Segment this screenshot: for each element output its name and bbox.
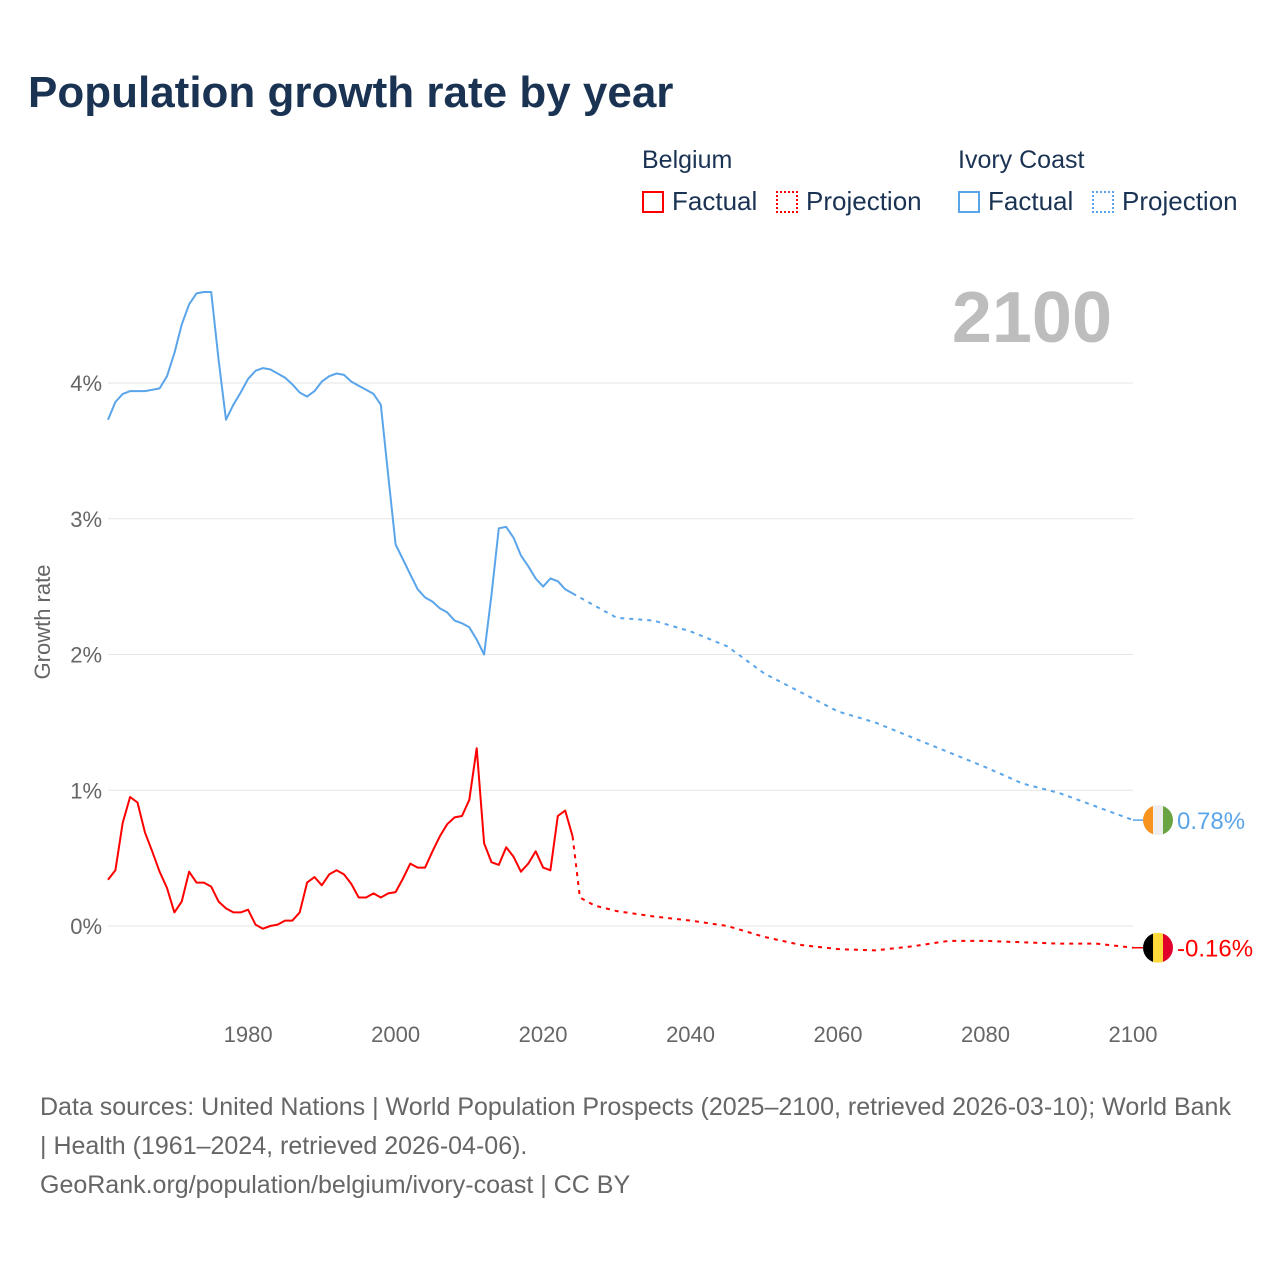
flag-ivory-coast-icon [1143, 805, 1154, 836]
flag-ivory-coast-icon [1153, 805, 1164, 836]
y-tick-label: 1% [70, 778, 102, 803]
chart-title: Population growth rate by year [28, 68, 674, 117]
x-tick-label: 2100 [1109, 1022, 1158, 1047]
legend-label: Projection [806, 186, 922, 216]
x-tick-label: 2000 [371, 1022, 420, 1047]
legend-label: Projection [1122, 186, 1238, 216]
line-ivory-coast-factual [107, 291, 574, 656]
legend-belgium-projection[interactable]: Projection [776, 186, 922, 217]
data-sources: Data sources: United Nations | World Pop… [40, 1093, 1231, 1160]
x-tick-label: 2020 [519, 1022, 568, 1047]
y-axis-label: Growth rate [30, 565, 55, 680]
flag-belgium-icon [1163, 932, 1173, 963]
legend-group-belgium: Belgium [642, 146, 733, 174]
attribution-link[interactable]: GeoRank.org/population/belgium/ivory-coa… [40, 1171, 631, 1199]
legend-belgium-factual[interactable]: Factual [642, 186, 757, 217]
legend-label: Factual [672, 186, 758, 216]
line-ivory-coast-projection [572, 592, 1134, 822]
year-label: 2100 [952, 278, 1112, 358]
footer: Data sources: United Nations | World Pop… [40, 1088, 1240, 1205]
legend-swatch-dotted-icon [776, 190, 798, 213]
legend-swatch-dotted-icon [1092, 190, 1114, 213]
flag-belgium-icon [1153, 932, 1164, 963]
x-tick-label: 1980 [224, 1022, 273, 1047]
line-belgium-factual [107, 747, 574, 930]
flag-belgium-icon [1143, 932, 1154, 963]
x-tick-label: 2040 [666, 1022, 715, 1047]
legend-swatch-solid-icon [642, 190, 664, 213]
legend-swatch-solid-icon [958, 190, 980, 213]
legend-ivory-coast-factual[interactable]: Factual [958, 186, 1073, 217]
line-belgium-projection [571, 836, 1134, 952]
legend-ivory-coast-projection[interactable]: Projection [1092, 186, 1238, 217]
y-tick-label: 0% [70, 914, 102, 939]
x-tick-label: 2080 [961, 1022, 1010, 1047]
legend-label: Factual [988, 186, 1074, 216]
y-tick-label: 2% [70, 643, 102, 668]
end-label-belgium: -0.16% [1177, 936, 1253, 963]
flag-ivory-coast-icon [1163, 805, 1173, 836]
y-tick-label: 4% [70, 371, 102, 396]
end-label-ivory-coast: 0.78% [1177, 808, 1245, 835]
y-tick-label: 3% [70, 507, 102, 532]
legend-group-ivory-coast: Ivory Coast [958, 146, 1085, 174]
x-tick-label: 2060 [814, 1022, 863, 1047]
